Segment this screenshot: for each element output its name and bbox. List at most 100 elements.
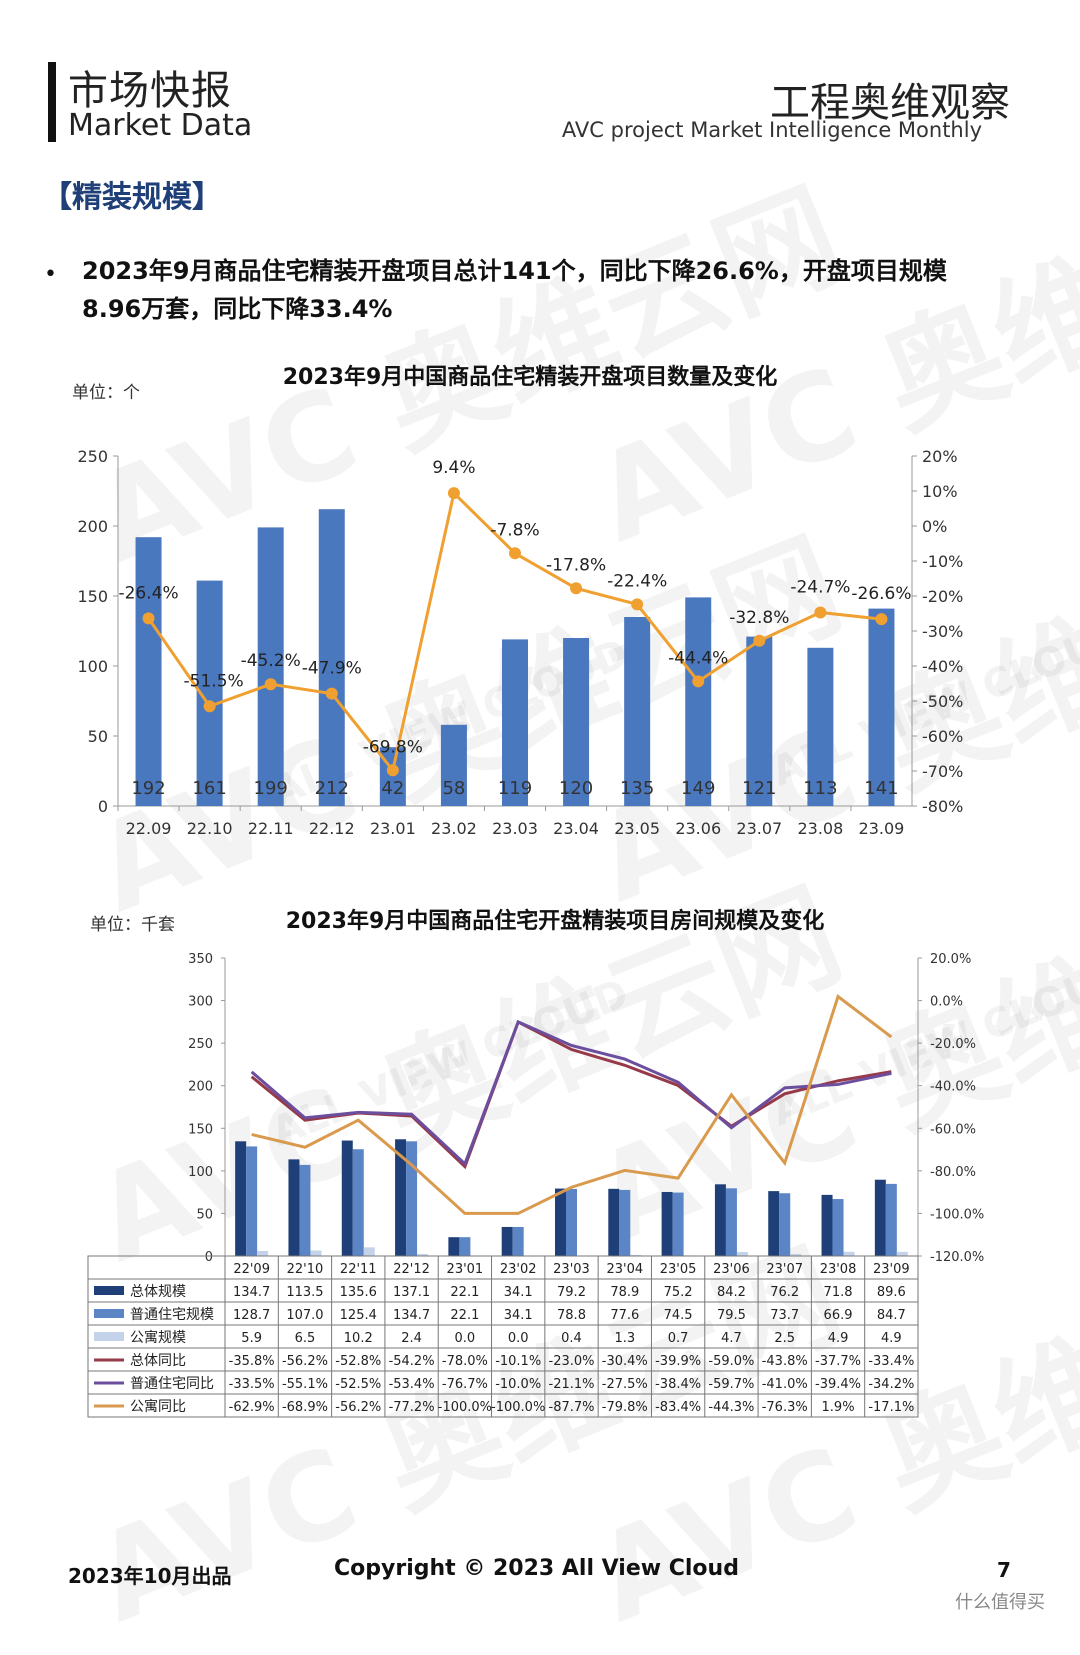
table-cell: -56.2% xyxy=(335,1400,381,1415)
yoy-label: -47.9% xyxy=(302,659,362,679)
y-tick-label: 250 xyxy=(77,447,108,466)
table-cell: -33.4% xyxy=(868,1354,914,1369)
header-accent-bar xyxy=(48,62,56,142)
table-cell: 34.1 xyxy=(504,1285,533,1300)
bar xyxy=(726,1188,737,1256)
bar-value-label: 199 xyxy=(254,778,288,799)
y2-tick-label: -20.0% xyxy=(930,1037,976,1052)
y2-tick-label: 0% xyxy=(922,517,947,536)
yoy-label: -69.8% xyxy=(363,737,423,757)
table-cell: -30.4% xyxy=(602,1354,648,1369)
bar-value-label: 42 xyxy=(381,778,404,799)
x-tick-label: 22'12 xyxy=(393,1262,430,1277)
y-tick-label: 150 xyxy=(188,1122,213,1137)
series-name: 总体规模 xyxy=(130,1284,186,1300)
x-tick-label: 22.09 xyxy=(126,819,172,838)
table-cell: -44.3% xyxy=(708,1400,754,1415)
x-tick-label: 23.09 xyxy=(859,819,905,838)
table-cell: 137.1 xyxy=(393,1285,430,1300)
y-tick-label: 150 xyxy=(77,587,108,606)
site-logo: 什么值得买 xyxy=(955,1588,1045,1614)
unit-label: 单位：千套 xyxy=(90,915,175,935)
table-cell: 1.3 xyxy=(614,1331,635,1346)
table-cell: 2.5 xyxy=(774,1331,795,1346)
bar xyxy=(257,1251,268,1256)
x-tick-label: 23.07 xyxy=(736,819,782,838)
y-tick-label: 250 xyxy=(188,1037,213,1052)
y2-tick-label: -120.0% xyxy=(930,1250,984,1265)
series-name: 普通住宅规模 xyxy=(130,1307,214,1323)
unit-scale-chart: 2023年9月中国商品住宅开盘精装项目房间规模及变化单位：千套050100150… xyxy=(0,900,1080,1460)
bar xyxy=(875,1180,886,1256)
bar xyxy=(844,1252,855,1256)
bar-value-label: 161 xyxy=(192,778,226,799)
legend-swatch xyxy=(94,1286,124,1295)
bar xyxy=(364,1247,375,1256)
bar xyxy=(608,1189,619,1256)
table-cell: 22.1 xyxy=(450,1308,479,1323)
y-tick-label: 350 xyxy=(188,952,213,967)
yoy-point xyxy=(753,635,765,647)
header-title-en: Market Data xyxy=(68,108,252,143)
y-tick-label: 50 xyxy=(88,727,108,746)
bar-value-label: 113 xyxy=(803,778,837,799)
x-tick-label: 22'09 xyxy=(233,1262,270,1277)
table-cell: 34.1 xyxy=(504,1308,533,1323)
y2-tick-label: -80.0% xyxy=(930,1165,976,1180)
table-cell: 107.0 xyxy=(286,1308,323,1323)
bar-value-label: 192 xyxy=(131,778,165,799)
yoy-label: -26.6% xyxy=(851,584,911,604)
bar xyxy=(737,1252,748,1256)
table-cell: -52.8% xyxy=(335,1354,381,1369)
yoy-label: -17.8% xyxy=(546,555,606,575)
table-cell: 78.8 xyxy=(557,1308,586,1323)
x-tick-label: 23'08 xyxy=(820,1262,857,1277)
table-cell: -39.9% xyxy=(655,1354,701,1369)
legend-swatch xyxy=(94,1332,124,1341)
bar-value-label: 141 xyxy=(864,778,898,799)
legend-swatch xyxy=(94,1309,124,1318)
x-tick-label: 23.02 xyxy=(431,819,477,838)
bar xyxy=(235,1141,246,1256)
table-cell: -41.0% xyxy=(762,1377,808,1392)
table-cell: 4.9 xyxy=(881,1331,902,1346)
project-count-chart: 2023年9月中国商品住宅精装开盘项目数量及变化单位：个050100150200… xyxy=(0,350,1080,870)
summary-text: 2023年9月商品住宅精装开盘项目总计141个，同比下降26.6%，开盘项目规模… xyxy=(82,252,982,328)
y2-tick-label: -50% xyxy=(922,692,963,711)
bar xyxy=(833,1199,844,1256)
table-cell: 5.9 xyxy=(241,1331,262,1346)
table-cell: -21.1% xyxy=(549,1377,595,1392)
yoy-label: -22.4% xyxy=(607,571,667,591)
bar xyxy=(319,509,345,806)
table-cell: 89.6 xyxy=(877,1285,906,1300)
x-tick-label: 22.11 xyxy=(248,819,294,838)
x-tick-label: 23.03 xyxy=(492,819,538,838)
yoy-label: -24.7% xyxy=(790,577,850,597)
bar xyxy=(136,537,162,806)
x-tick-label: 23.04 xyxy=(553,819,599,838)
x-tick-label: 23'03 xyxy=(553,1262,590,1277)
table-cell: 125.4 xyxy=(340,1308,377,1323)
y2-tick-label: -60% xyxy=(922,727,963,746)
table-cell: -77.2% xyxy=(389,1400,435,1415)
series-name: 总体同比 xyxy=(130,1353,186,1369)
y-tick-label: 100 xyxy=(188,1165,213,1180)
table-cell: -17.1% xyxy=(868,1400,914,1415)
table-cell: 73.7 xyxy=(770,1308,799,1323)
table-cell: -38.4% xyxy=(655,1377,701,1392)
bar xyxy=(822,1195,833,1256)
table-cell: -33.5% xyxy=(229,1377,275,1392)
bar-value-label: 120 xyxy=(559,778,593,799)
yoy-label: -44.4% xyxy=(668,648,728,668)
y2-tick-label: -80% xyxy=(922,797,963,816)
bar xyxy=(673,1193,684,1256)
table-cell: 135.6 xyxy=(340,1285,377,1300)
yoy-label: -32.8% xyxy=(729,608,789,628)
table-cell: -76.3% xyxy=(762,1400,808,1415)
x-tick-label: 23.05 xyxy=(614,819,660,838)
table-cell: 78.9 xyxy=(610,1285,639,1300)
yoy-label: 9.4% xyxy=(432,458,475,478)
table-cell: 75.2 xyxy=(664,1285,693,1300)
yoy-point xyxy=(875,613,887,625)
table-cell: 71.8 xyxy=(824,1285,853,1300)
